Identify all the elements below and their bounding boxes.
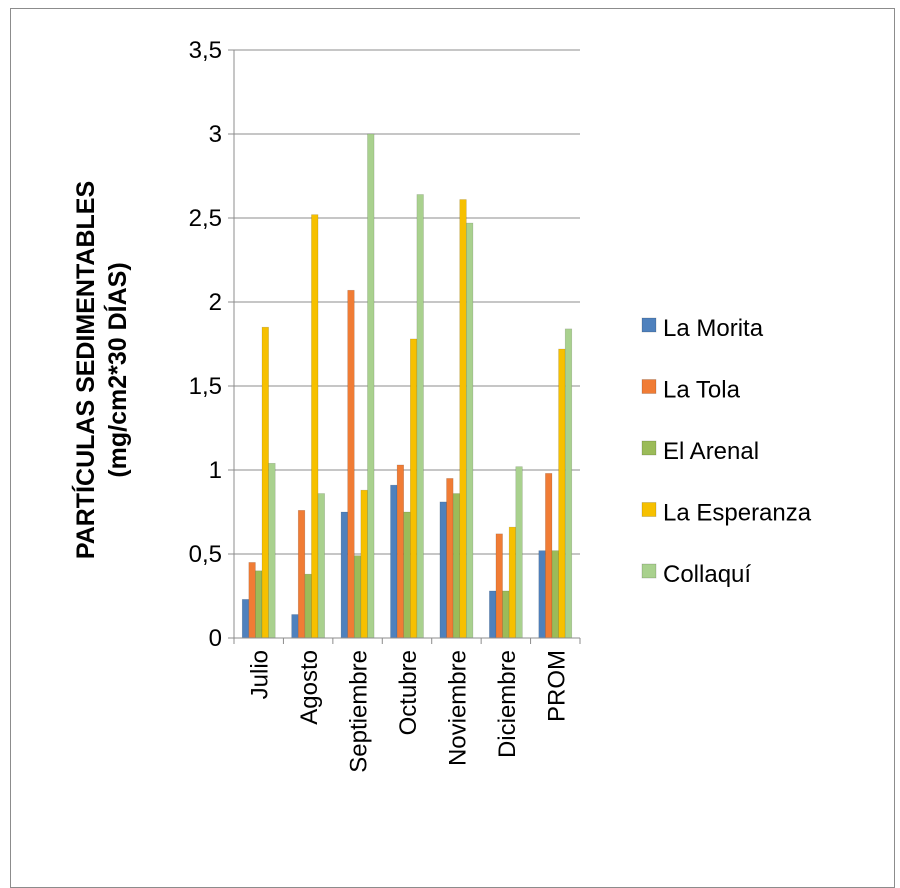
y-tick-label: 3 bbox=[209, 121, 222, 148]
bar-el-arenal-agosto bbox=[304, 573, 312, 639]
legend-label: Collaquí bbox=[663, 561, 751, 588]
bar-la-morita-septiembre bbox=[340, 511, 348, 639]
y-tick-label: 1,5 bbox=[189, 373, 222, 400]
y-tick-label: 2,5 bbox=[189, 205, 222, 232]
bar-la-morita-prom bbox=[538, 550, 546, 639]
x-tick-label: Noviembre bbox=[444, 650, 471, 766]
bar-collaqu--agosto bbox=[317, 493, 325, 639]
x-tick-labels: Julio Agosto Septiembre Octubre Noviembre Dic… bbox=[247, 650, 571, 773]
y-tick-labels: 0 0,5 1 1,5 2 2,5 3 3,5 bbox=[189, 37, 222, 652]
legend-label: La Morita bbox=[663, 315, 764, 342]
y-tick-label: 1 bbox=[209, 457, 222, 484]
bar-el-arenal-octubre bbox=[403, 511, 411, 639]
bar-collaqu--octubre bbox=[416, 194, 424, 639]
y-tick-label: 3,5 bbox=[189, 37, 222, 64]
legend-label: La Tola bbox=[663, 377, 741, 404]
y-axis-unit-label: (mg/cm2*30 DÍAS) bbox=[103, 262, 132, 477]
bar-la-tola-diciembre bbox=[495, 533, 503, 639]
chart-frame bbox=[10, 8, 895, 888]
x-tick-label: Septiembre bbox=[346, 650, 373, 773]
bar-la-esperanza-diciembre bbox=[508, 526, 517, 639]
y-axis-title: PARTÍCULAS SEDIMENTABLES (mg/cm2*30 DÍAS… bbox=[71, 181, 132, 559]
legend-label: La Esperanza bbox=[663, 500, 812, 527]
x-tick-label: Octubre bbox=[395, 650, 422, 735]
bar-la-tola-julio bbox=[248, 562, 256, 639]
bar-la-morita-octubre bbox=[390, 484, 398, 639]
bar-el-arenal-diciembre bbox=[502, 590, 510, 639]
bar-el-arenal-septiembre bbox=[353, 555, 362, 639]
bar-la-esperanza-julio bbox=[261, 326, 269, 639]
bar-collaqu--prom bbox=[564, 328, 573, 639]
legend-label: El Arenal bbox=[663, 438, 759, 465]
y-tick-label: 0,5 bbox=[189, 541, 222, 568]
bar-la-esperanza-prom bbox=[558, 348, 566, 639]
axes bbox=[233, 50, 581, 644]
bar-la-tola-agosto bbox=[297, 510, 306, 639]
bar-la-morita-diciembre bbox=[489, 590, 497, 639]
bar-el-arenal-noviembre bbox=[452, 493, 461, 639]
bar-la-esperanza-agosto bbox=[311, 214, 319, 639]
bar-el-arenal-prom bbox=[551, 550, 559, 639]
x-tick-label: Agosto bbox=[296, 650, 323, 725]
bar-series-group bbox=[241, 133, 573, 639]
bar-la-morita-noviembre bbox=[439, 501, 447, 639]
bar-collaqu--diciembre bbox=[515, 466, 523, 639]
legend-swatch bbox=[641, 379, 657, 394]
legend-swatch bbox=[641, 440, 657, 456]
bar-la-esperanza-noviembre bbox=[459, 199, 467, 639]
x-tick-label: Diciembre bbox=[494, 650, 521, 758]
bar-la-tola-octubre bbox=[396, 464, 405, 639]
bar-la-tola-noviembre bbox=[446, 478, 454, 639]
bar-collaqu--noviembre bbox=[466, 222, 474, 639]
x-tick-label: Julio bbox=[247, 650, 274, 699]
legend-swatch bbox=[641, 563, 657, 579]
x-tick-label: PROM bbox=[543, 650, 570, 722]
bar-la-esperanza-octubre bbox=[409, 338, 418, 639]
bar-el-arenal-julio bbox=[255, 570, 263, 639]
y-tick-label: 0 bbox=[209, 625, 222, 652]
bar-la-esperanza-septiembre bbox=[360, 489, 368, 639]
y-axis-label: PARTÍCULAS SEDIMENTABLES bbox=[71, 181, 100, 559]
legend-swatch bbox=[641, 317, 657, 333]
bar-la-morita-julio bbox=[241, 599, 250, 639]
bar-la-tola-prom bbox=[545, 473, 553, 639]
bar-collaqu--septiembre bbox=[367, 133, 375, 639]
y-tick-label: 2 bbox=[209, 289, 222, 316]
legend: La Morita La Tola El Arenal La Esperanza Col… bbox=[641, 315, 812, 588]
legend-swatch bbox=[641, 502, 657, 517]
bar-collaqu--julio bbox=[268, 462, 276, 639]
bar-la-tola-septiembre bbox=[347, 289, 355, 639]
bar-la-morita-agosto bbox=[291, 614, 299, 639]
